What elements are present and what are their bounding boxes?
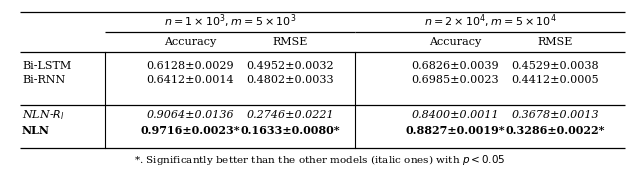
- Text: 0.4952±0.0032: 0.4952±0.0032: [246, 61, 334, 71]
- Text: 0.4802±0.0033: 0.4802±0.0033: [246, 75, 334, 85]
- Text: Accuracy: Accuracy: [429, 37, 481, 47]
- Text: NLN-$R_l$: NLN-$R_l$: [22, 108, 65, 122]
- Text: NLN: NLN: [22, 124, 50, 135]
- Text: 0.3286±0.0022*: 0.3286±0.0022*: [505, 124, 605, 135]
- Text: 0.9064±0.0136: 0.9064±0.0136: [146, 110, 234, 120]
- Text: 0.9716±0.0023*: 0.9716±0.0023*: [140, 124, 240, 135]
- Text: Accuracy: Accuracy: [164, 37, 216, 47]
- Text: 0.6412±0.0014: 0.6412±0.0014: [146, 75, 234, 85]
- Text: $n = 2 \times 10^{4}, m = 5 \times 10^{4}$: $n = 2 \times 10^{4}, m = 5 \times 10^{4…: [424, 12, 556, 30]
- Text: 0.8400±0.0011: 0.8400±0.0011: [411, 110, 499, 120]
- Text: $n = 1 \times 10^{3}, m = 5 \times 10^{3}$: $n = 1 \times 10^{3}, m = 5 \times 10^{3…: [164, 12, 296, 30]
- Text: 0.8827±0.0019*: 0.8827±0.0019*: [405, 124, 505, 135]
- Text: 0.6985±0.0023: 0.6985±0.0023: [411, 75, 499, 85]
- Text: 0.2746±0.0221: 0.2746±0.0221: [246, 110, 334, 120]
- Text: 0.4529±0.0038: 0.4529±0.0038: [511, 61, 599, 71]
- Text: RMSE: RMSE: [538, 37, 573, 47]
- Text: Bi-RNN: Bi-RNN: [22, 75, 65, 85]
- Text: 0.3678±0.0013: 0.3678±0.0013: [511, 110, 599, 120]
- Text: 0.1633±0.0080*: 0.1633±0.0080*: [240, 124, 340, 135]
- Text: RMSE: RMSE: [272, 37, 308, 47]
- Text: *. Significantly better than the other models (italic ones) with $p < 0.05$: *. Significantly better than the other m…: [134, 153, 506, 167]
- Text: 0.4412±0.0005: 0.4412±0.0005: [511, 75, 599, 85]
- Text: 0.6826±0.0039: 0.6826±0.0039: [411, 61, 499, 71]
- Text: 0.6128±0.0029: 0.6128±0.0029: [146, 61, 234, 71]
- Text: Bi-LSTM: Bi-LSTM: [22, 61, 71, 71]
